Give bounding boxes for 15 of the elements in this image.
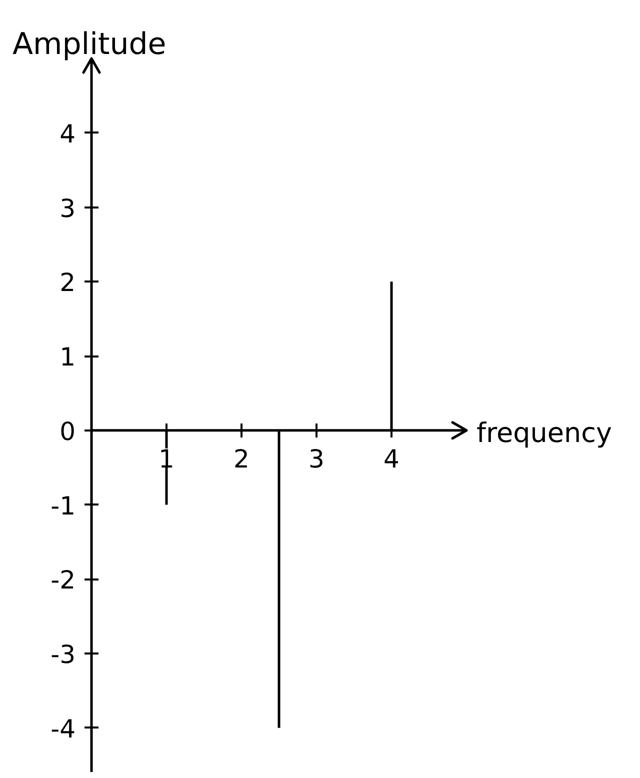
x-tick-label: 4 — [384, 444, 400, 474]
x-tick-label: 1 — [158, 444, 174, 474]
y-axis-title: Amplitude — [12, 27, 166, 62]
y-tick-label: -3 — [50, 640, 76, 669]
y-tick-label: -1 — [50, 491, 76, 520]
y-tick-label: 4 — [60, 119, 76, 148]
y-tick-label: 0 — [60, 416, 76, 446]
x-axis-title: frequency — [476, 418, 612, 449]
x-tick-label: 2 — [234, 444, 250, 474]
x-tick-label: 3 — [308, 444, 324, 474]
y-tick-label: -2 — [50, 566, 76, 595]
y-tick-label: 3 — [60, 194, 76, 223]
y-tick-label: 2 — [60, 268, 76, 298]
y-tick-label: 1 — [60, 342, 76, 372]
y-tick-label: -4 — [50, 714, 76, 744]
